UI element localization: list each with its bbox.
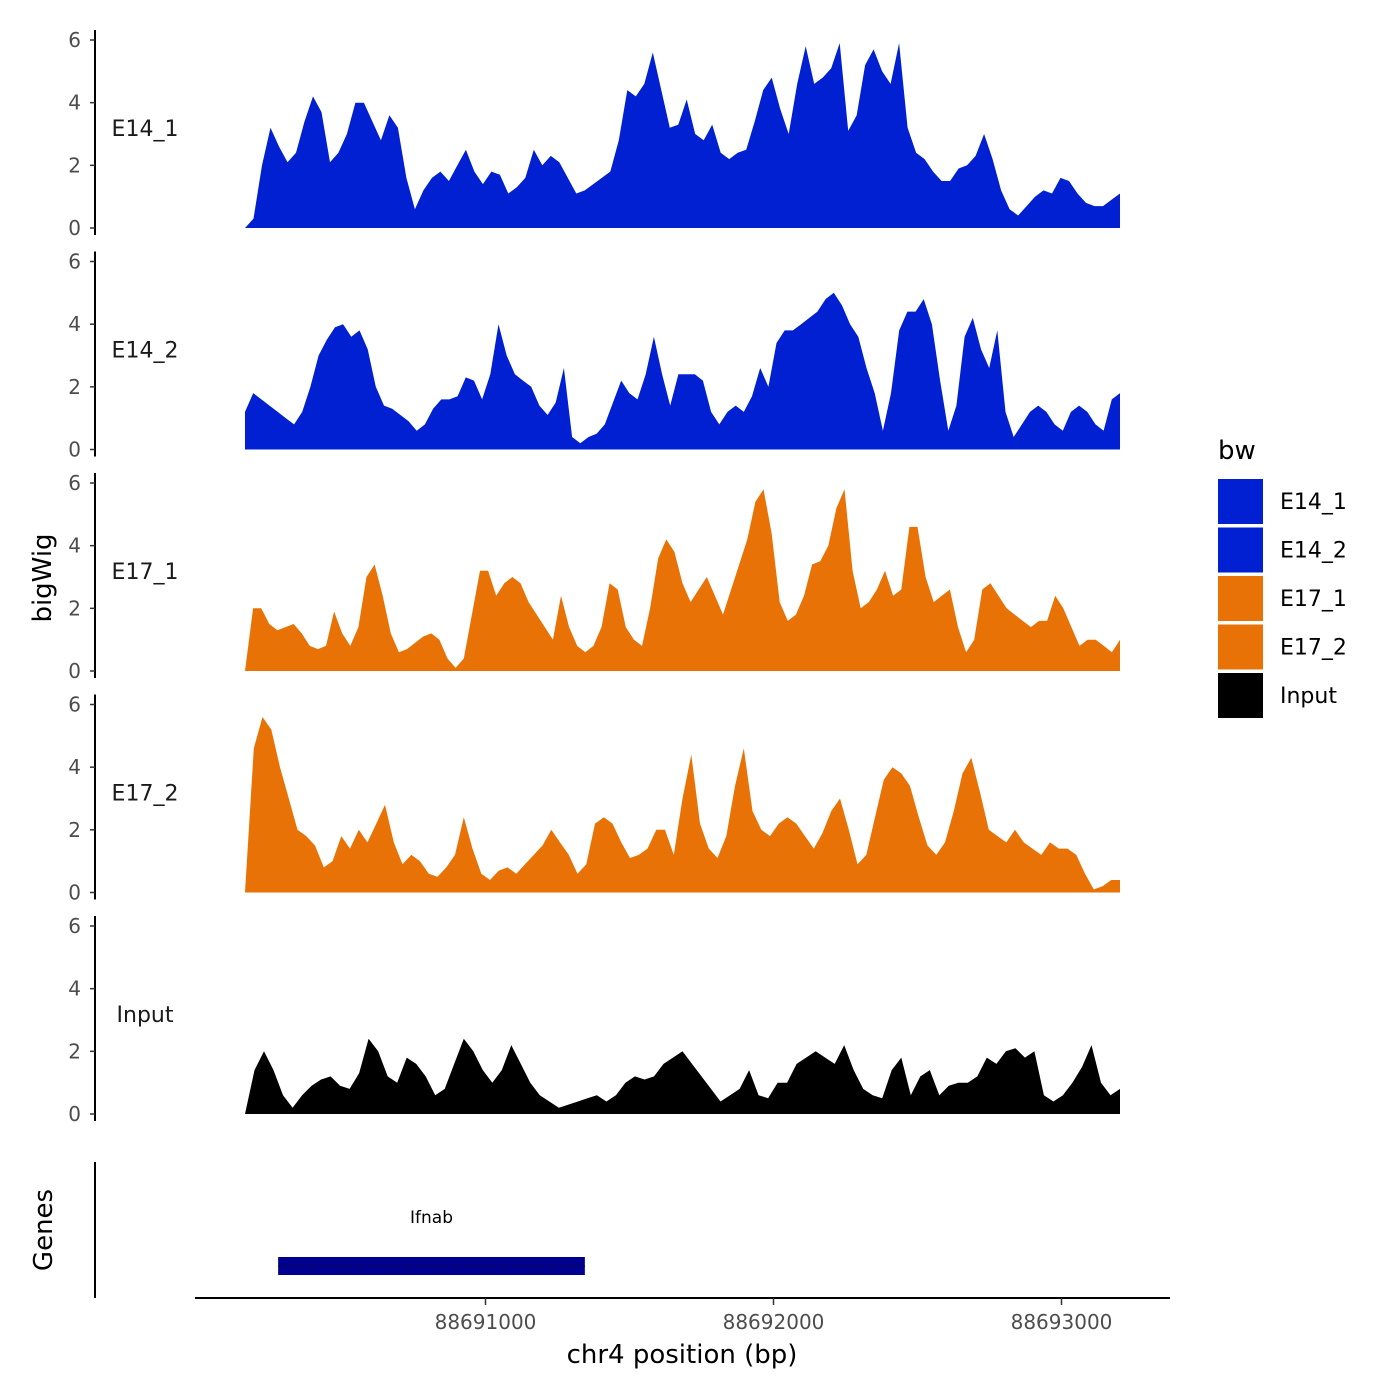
legend: bw E14_1 E14_2 E17_1 E17_2 Input bbox=[1218, 436, 1347, 718]
y-tick-label: 2 bbox=[68, 1039, 81, 1063]
y-tick-label: 2 bbox=[68, 153, 81, 177]
y-tick-label: 0 bbox=[68, 659, 81, 683]
track-label: Input bbox=[117, 1003, 174, 1028]
y-tick-label: 6 bbox=[68, 471, 81, 495]
x-axis-title: chr4 position (bp) bbox=[567, 1340, 798, 1370]
gene-body bbox=[278, 1257, 585, 1275]
track-label: E17_1 bbox=[112, 560, 179, 585]
legend-swatch bbox=[1218, 673, 1263, 718]
legend-label: Input bbox=[1280, 684, 1337, 709]
track-label: E14_2 bbox=[112, 339, 179, 364]
x-axis: chr4 position (bp) 88691000 88692000 88693… bbox=[195, 1297, 1170, 1370]
legend-swatch bbox=[1218, 576, 1263, 621]
legend-label: E17_2 bbox=[1280, 636, 1347, 661]
y-tick-label: 0 bbox=[68, 881, 81, 905]
y-tick-label: 4 bbox=[68, 91, 81, 115]
y-tick-label: 2 bbox=[68, 375, 81, 399]
signal-area-input bbox=[245, 1038, 1120, 1114]
legend-swatch bbox=[1218, 527, 1263, 573]
y-tick-label: 2 bbox=[68, 596, 81, 620]
y-tick-label: 0 bbox=[68, 1102, 81, 1126]
signal-area-e17_2 bbox=[245, 717, 1120, 893]
y-tick-label: 6 bbox=[68, 693, 81, 717]
y-tick-label: 4 bbox=[68, 977, 81, 1001]
track-panel-input: 0 2 4 6 Input bbox=[68, 914, 1120, 1126]
legend-swatch bbox=[1218, 624, 1263, 670]
track-panel-e17_1: 0 2 4 6 E17_1 bbox=[68, 471, 1120, 683]
tracks-layer: 0 2 4 6 E14_1 0 2 4 6 E14_2 0 2 4 6 E17_1 0 2 4 6 E17_2 0 2 4 6… bbox=[68, 28, 1120, 1126]
x-tick-label: 88692000 bbox=[723, 1310, 825, 1334]
x-tick-label: 88691000 bbox=[435, 1310, 537, 1334]
track-panel-e17_2: 0 2 4 6 E17_2 bbox=[68, 693, 1120, 905]
y-tick-label: 0 bbox=[68, 438, 81, 462]
track-label: E17_2 bbox=[112, 782, 179, 807]
y-tick-label: 4 bbox=[68, 312, 81, 336]
x-tick-label: 88693000 bbox=[1011, 1310, 1113, 1334]
signal-area-e17_1 bbox=[245, 489, 1120, 671]
y-axis-title: bigWig bbox=[28, 533, 58, 622]
y-tick-label: 4 bbox=[68, 755, 81, 779]
legend-label: E14_2 bbox=[1280, 539, 1347, 564]
y-tick-label: 2 bbox=[68, 818, 81, 842]
gene-label: Ifnab bbox=[410, 1208, 453, 1228]
y-tick-label: 6 bbox=[68, 250, 81, 274]
track-panel-e14_1: 0 2 4 6 E14_1 bbox=[68, 28, 1120, 240]
genes-panel: Genes Ifnab bbox=[29, 1162, 585, 1298]
legend-label: E17_1 bbox=[1280, 587, 1347, 612]
y-tick-label: 4 bbox=[68, 534, 81, 558]
signal-area-e14_1 bbox=[245, 43, 1120, 228]
legend-swatch bbox=[1218, 479, 1263, 524]
track-label: E14_1 bbox=[112, 117, 179, 142]
y-tick-label: 6 bbox=[68, 28, 81, 52]
genes-axis-title: Genes bbox=[29, 1189, 59, 1271]
legend-label: E14_1 bbox=[1280, 490, 1347, 515]
y-tick-label: 6 bbox=[68, 914, 81, 938]
legend-title: bw bbox=[1218, 436, 1256, 466]
y-tick-label: 0 bbox=[68, 216, 81, 240]
signal-area-e14_2 bbox=[245, 292, 1120, 450]
track-panel-e14_2: 0 2 4 6 E14_2 bbox=[68, 250, 1120, 462]
